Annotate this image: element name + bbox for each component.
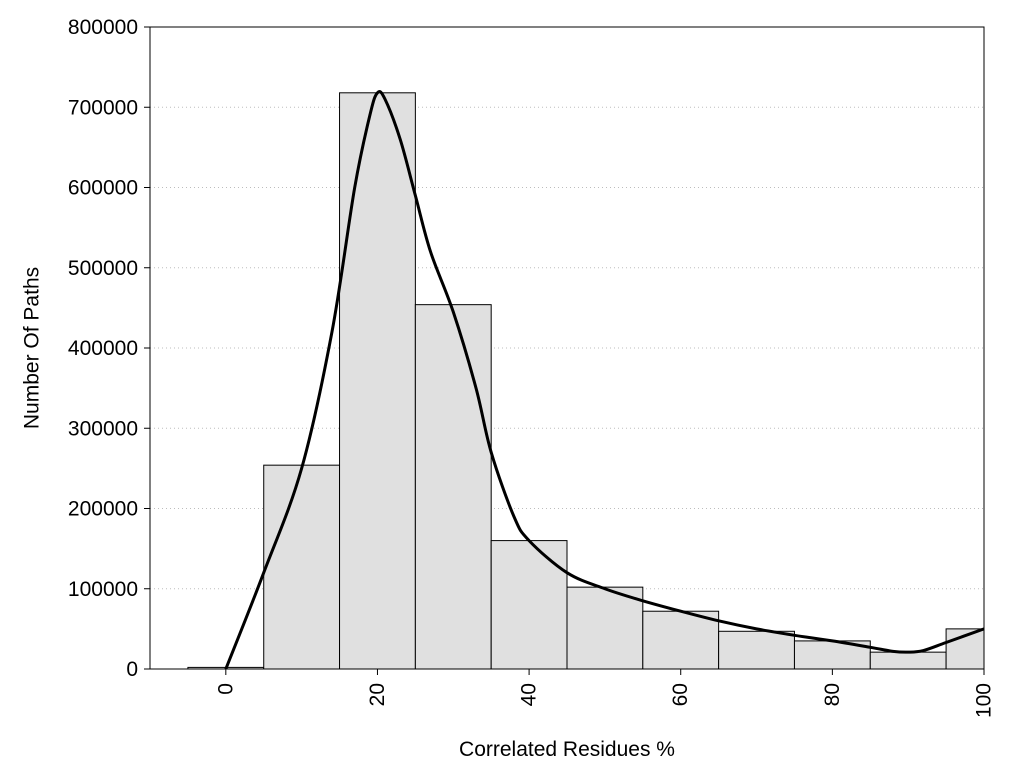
histogram-bar (414, 304, 492, 670)
y-tick-label: 200000 (68, 498, 138, 521)
x-tick-label: 80 (821, 683, 844, 706)
histogram-bar (718, 630, 795, 670)
x-axis-ticks: 0 20 40 60 80 100 (214, 669, 996, 718)
y-tick-label: 400000 (68, 337, 138, 360)
trend-curve (224, 90, 985, 670)
y-tick-label: 100000 (68, 578, 138, 601)
histogram-bar (490, 540, 568, 670)
x-tick-label: 20 (366, 683, 389, 706)
x-tick-label: 100 (973, 683, 996, 718)
y-tick-label: 300000 (68, 417, 138, 440)
y-axis-label: Number Of Paths (21, 267, 44, 429)
x-tick-label: 40 (518, 683, 541, 706)
x-tick-label: 0 (214, 683, 237, 695)
histogram-bar (263, 464, 341, 670)
y-tick-label: 700000 (68, 96, 138, 119)
y-axis-ticks: 0 100000 200000 300000 400000 500000 600000 700… (68, 16, 150, 681)
x-axis-label: Correlated Residues % (459, 738, 675, 761)
histogram-bar (339, 92, 416, 670)
y-tick-label: 800000 (68, 16, 138, 39)
histogram-bar (869, 651, 947, 670)
histogram-bar (642, 610, 720, 670)
y-tick-label: 600000 (68, 177, 138, 200)
x-tick-label: 60 (669, 683, 692, 706)
histogram-bar (566, 586, 644, 670)
y-tick-label: 500000 (68, 257, 138, 280)
y-tick-label: 0 (126, 658, 138, 681)
